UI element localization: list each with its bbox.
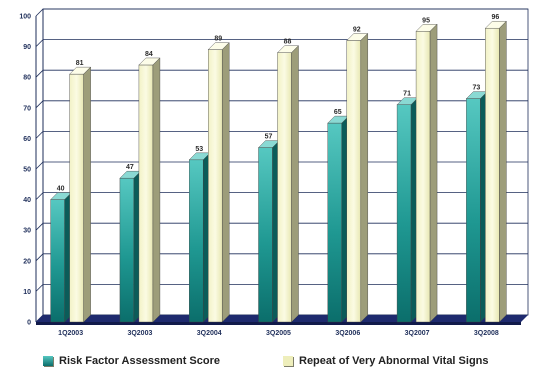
grid-line-depth	[35, 39, 44, 47]
y-tick-label: 80	[23, 75, 31, 82]
bar-side	[499, 20, 507, 323]
grid-line-depth	[35, 284, 44, 292]
grid-line-depth	[35, 192, 44, 200]
grid-line-depth	[35, 100, 44, 109]
bar	[69, 73, 84, 323]
data-label: 47	[126, 164, 134, 171]
bar	[50, 199, 65, 323]
grid-line-depth	[35, 253, 44, 262]
bar	[138, 64, 154, 323]
data-label: 57	[265, 134, 273, 141]
bar	[396, 104, 412, 323]
data-label: 65	[334, 109, 342, 116]
y-tick-label: 50	[23, 167, 31, 174]
y-tick-label: 30	[23, 228, 31, 235]
data-label: 96	[491, 14, 499, 21]
data-label: 95	[422, 17, 430, 24]
x-tick-label: 3Q2007	[405, 330, 430, 337]
bar-side	[360, 32, 368, 323]
x-tick-label: 3Q2004	[197, 330, 222, 337]
bar	[346, 40, 361, 323]
bar	[277, 52, 292, 323]
data-label: 71	[403, 91, 411, 98]
y-tick-label: 70	[23, 105, 31, 112]
bar	[327, 122, 342, 323]
x-tick-label: 1Q2003	[58, 330, 83, 337]
bar-side	[291, 45, 299, 323]
chart-floor-edge	[36, 322, 521, 325]
legend-swatch-cream	[283, 356, 293, 366]
y-tick-label: 60	[23, 136, 31, 143]
y-tick-label: 10	[23, 289, 31, 296]
legend-label: Risk Factor Assessment Score	[59, 355, 220, 367]
data-label: 53	[195, 146, 203, 153]
grid-line-depth	[35, 8, 44, 17]
data-label: 88	[284, 39, 292, 46]
grid-line-depth	[35, 161, 44, 170]
bar	[466, 98, 481, 323]
data-label: 81	[76, 60, 84, 67]
x-tick-label: 3Q2005	[266, 330, 291, 337]
legend-swatch-teal	[43, 356, 53, 366]
grid-line-depth	[35, 131, 44, 139]
bar-side	[429, 23, 438, 323]
legend-label: Repeat of Very Abnormal Vital Signs	[299, 355, 489, 367]
bar	[189, 159, 204, 323]
bar-side	[222, 42, 230, 323]
grid-line-depth	[35, 69, 44, 78]
data-labels: 40 81 1Q2003 47 84 3Q2003 53 89 3Q2004 57 88 3Q2005…	[57, 14, 500, 337]
y-tick-label: 0	[27, 320, 31, 327]
legend-item-risk-factor: Risk Factor Assessment Score	[43, 355, 220, 367]
data-label: 40	[57, 186, 65, 193]
bar	[119, 177, 135, 323]
x-tick-label: 3Q2006	[335, 330, 360, 337]
data-label: 89	[214, 36, 222, 43]
y-tick-label: 100	[19, 14, 31, 21]
bar	[485, 28, 500, 323]
data-label: 84	[145, 51, 153, 58]
x-tick-label: 3Q2003	[127, 330, 152, 337]
data-label: 73	[472, 85, 480, 92]
bar	[208, 49, 223, 323]
legend: Risk Factor Assessment Score Repeat of V…	[0, 355, 545, 373]
bar-side	[83, 66, 91, 323]
legend-item-repeat-vital-signs: Repeat of Very Abnormal Vital Signs	[283, 355, 489, 367]
bars	[50, 20, 507, 323]
bar-side	[152, 57, 161, 323]
y-tick-label: 40	[23, 197, 31, 204]
y-tick-label: 20	[23, 258, 31, 265]
bar	[415, 31, 431, 323]
grid-line-depth	[35, 222, 44, 231]
bar	[258, 147, 273, 323]
y-tick-label: 90	[23, 44, 31, 51]
data-label: 92	[353, 26, 361, 33]
x-tick-label: 3Q2008	[474, 330, 499, 337]
